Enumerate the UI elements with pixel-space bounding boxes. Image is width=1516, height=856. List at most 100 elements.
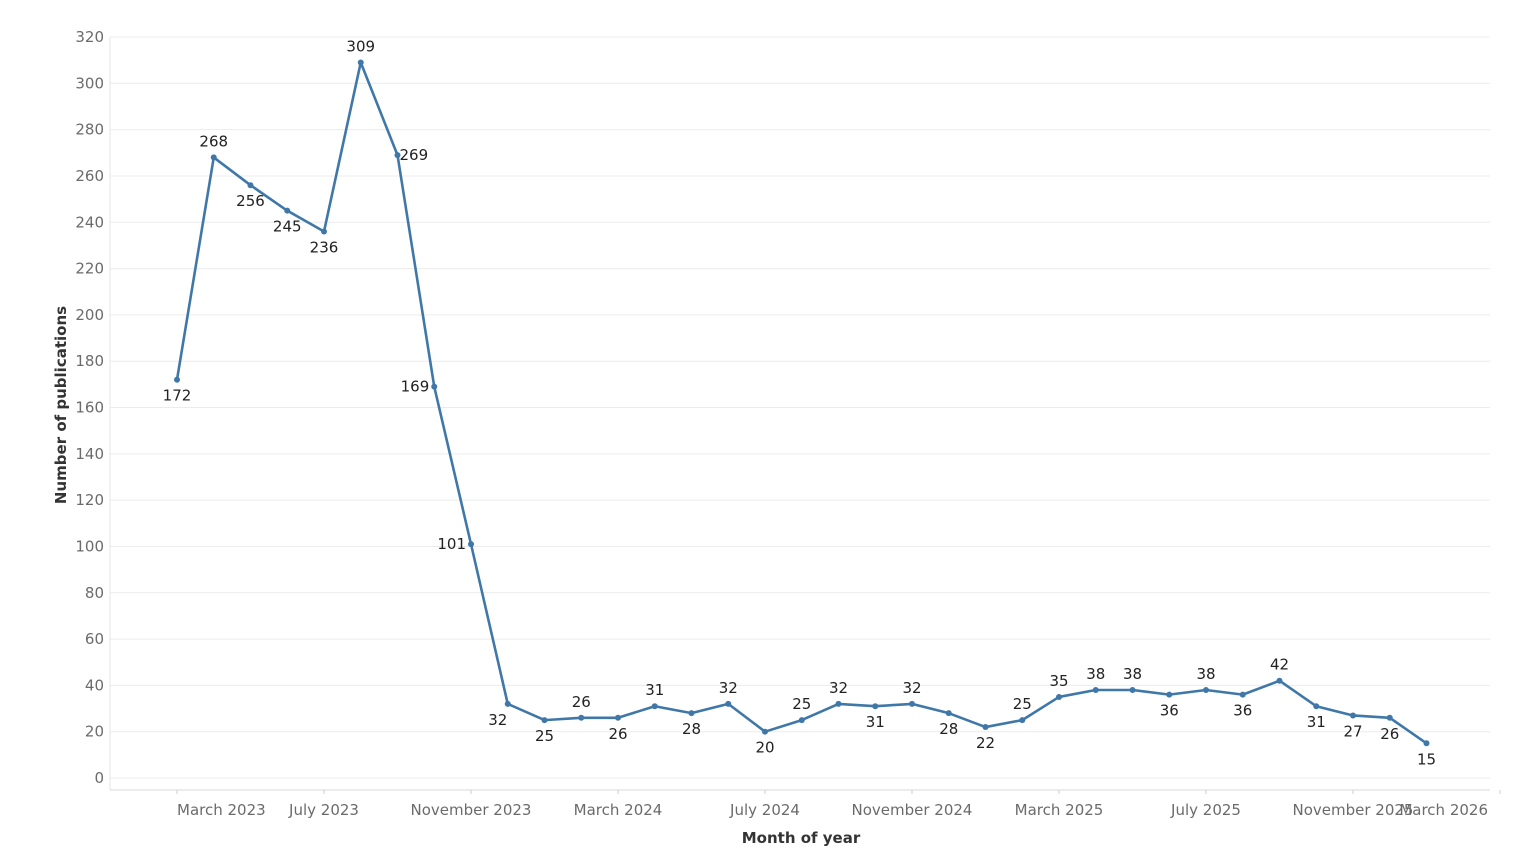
data-point (872, 703, 879, 710)
y-axis-title: Number of publications (52, 306, 70, 504)
data-label: 35 (1049, 672, 1068, 690)
data-point (909, 700, 915, 707)
data-label: 27 (1343, 722, 1362, 740)
y-tick-label: 220 (75, 260, 104, 278)
data-point (615, 714, 621, 721)
data-labels: 172 268 256 245 236 309 269 169 101 32 25 26 26 31 28 3… (163, 37, 1436, 768)
y-tick-label: 320 (75, 28, 104, 46)
data-label: 15 (1417, 750, 1436, 768)
data-label: 36 (1160, 702, 1179, 720)
data-point (1019, 717, 1026, 724)
data-point (798, 717, 805, 724)
y-tick-label: 120 (75, 491, 104, 509)
data-point (247, 182, 254, 189)
y-tick-label: 80 (85, 584, 104, 602)
data-point (394, 152, 401, 159)
data-point (651, 703, 658, 710)
x-tick-label: November 2023 (411, 801, 532, 819)
data-point (174, 376, 180, 383)
y-tick-label: 60 (85, 630, 104, 648)
y-tick-label: 20 (85, 723, 104, 741)
y-tick-label: 100 (75, 537, 104, 555)
y-tick-label: 140 (75, 445, 104, 463)
data-label: 256 (236, 192, 265, 210)
data-label: 25 (535, 727, 554, 745)
data-label: 269 (400, 146, 429, 164)
y-tick-label: 200 (75, 306, 104, 324)
data-point (1313, 703, 1320, 710)
x-tick-label: July 2023 (288, 801, 359, 819)
data-point (1423, 740, 1430, 747)
data-label: 26 (572, 693, 591, 711)
x-tick-label: November 2025 (1293, 801, 1414, 819)
data-point (945, 710, 952, 717)
y-tick-label: 160 (75, 399, 104, 417)
data-label: 31 (866, 713, 885, 731)
data-label: 236 (310, 239, 339, 257)
data-label: 20 (755, 739, 774, 757)
x-tick-label: July 2024 (729, 801, 800, 819)
data-point (982, 724, 989, 731)
data-point (210, 154, 217, 161)
data-label: 38 (1123, 665, 1142, 683)
x-tick-label: March 2026 (1399, 801, 1488, 819)
data-label: 28 (939, 720, 958, 738)
data-label: 32 (902, 679, 921, 697)
data-point (431, 383, 438, 390)
data-label: 172 (163, 387, 192, 405)
data-point (1166, 691, 1173, 698)
data-label: 32 (719, 679, 738, 697)
gridlines (110, 36, 1490, 779)
data-label: 25 (792, 695, 811, 713)
data-label: 245 (273, 218, 302, 236)
data-point (835, 700, 842, 707)
data-label: 31 (1307, 713, 1326, 731)
y-tick-label: 260 (75, 167, 104, 185)
data-point (725, 700, 732, 707)
data-label: 101 (437, 535, 466, 553)
y-tick-label: 280 (75, 121, 104, 139)
series-line (175, 61, 1428, 745)
y-tick-label: 300 (75, 74, 104, 92)
data-point (688, 710, 695, 717)
x-tick-label: March 2025 (1015, 801, 1104, 819)
data-point (321, 228, 327, 235)
data-label: 268 (199, 132, 228, 150)
y-tick-label: 180 (75, 352, 104, 370)
data-label: 26 (1380, 725, 1399, 743)
data-label: 169 (401, 378, 430, 396)
data-label: 31 (645, 681, 664, 699)
data-label: 309 (346, 37, 375, 55)
data-point (541, 717, 548, 724)
data-point (468, 541, 474, 548)
data-point (504, 700, 511, 707)
x-axis-title: Month of year (742, 829, 861, 847)
y-tick-label: 240 (75, 213, 104, 231)
data-point (762, 728, 768, 735)
data-label: 22 (976, 734, 995, 752)
data-point (1056, 693, 1062, 700)
data-point (1239, 691, 1246, 698)
data-point (357, 59, 364, 66)
data-label: 32 (829, 679, 848, 697)
data-point (578, 714, 585, 721)
data-label: 25 (1013, 695, 1032, 713)
axes: 0 20 40 60 80 100 120 140 160 180 200 220 240 260 280 3… (75, 28, 1501, 819)
data-label: 32 (488, 711, 507, 729)
data-point (1350, 712, 1356, 719)
data-label: 28 (682, 720, 701, 738)
x-tick-label: March 2024 (574, 801, 663, 819)
x-tick-label: November 2024 (852, 801, 973, 819)
data-label: 26 (608, 725, 627, 743)
y-tick-label: 0 (94, 769, 104, 787)
data-label: 42 (1270, 656, 1289, 674)
data-point (1386, 714, 1393, 721)
x-tick-label: July 2025 (1170, 801, 1241, 819)
data-point (1203, 687, 1209, 694)
data-point (1129, 687, 1136, 694)
series-layer (174, 59, 1430, 747)
x-tick-label: March 2023 (177, 801, 266, 819)
data-label: 36 (1233, 702, 1252, 720)
y-tick-label: 40 (85, 676, 104, 694)
